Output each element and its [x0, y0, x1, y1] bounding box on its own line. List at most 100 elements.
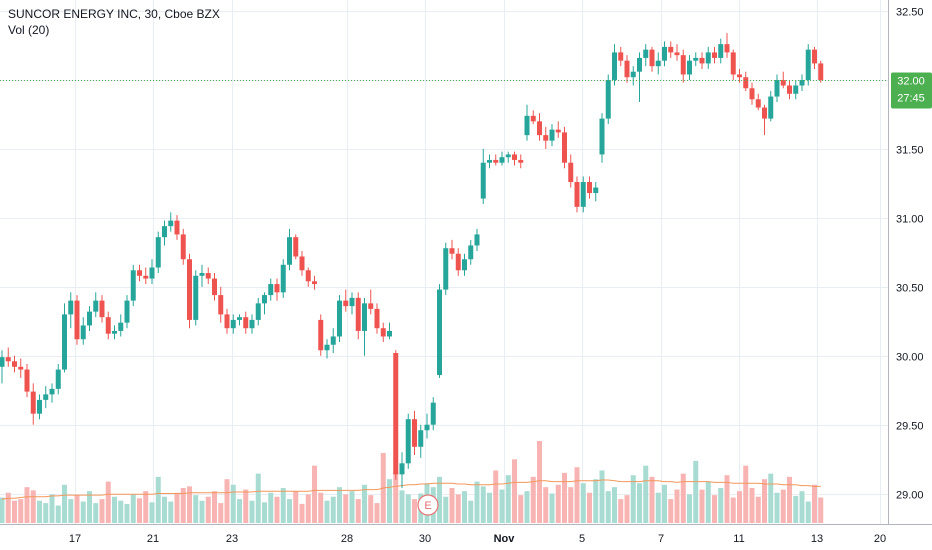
- candle: [124, 295, 130, 329]
- earnings-marker-label[interactable]: E: [424, 500, 431, 512]
- candle: [305, 267, 311, 287]
- candle-body: [362, 303, 367, 331]
- candle-body: [80, 325, 86, 340]
- candle: [187, 253, 192, 329]
- time-tick-label: 13: [811, 533, 823, 545]
- volume-bar: [330, 496, 336, 523]
- candle: [530, 110, 536, 125]
- volume-bar: [799, 491, 805, 523]
- candle: [318, 314, 324, 356]
- candle-body: [674, 52, 680, 56]
- candle-body: [812, 49, 817, 64]
- candle: [5, 347, 11, 367]
- volume-bar: [443, 496, 449, 523]
- candle-body: [187, 259, 192, 320]
- candle: [12, 355, 17, 373]
- candle-body: [430, 402, 436, 425]
- volume-bar: [749, 487, 755, 523]
- candle-body: [774, 79, 780, 97]
- volume-bar: [618, 499, 624, 523]
- volume-bar: [55, 505, 61, 523]
- volume-bar: [530, 476, 536, 523]
- candle-body: [230, 319, 236, 329]
- candle: [224, 308, 230, 334]
- volume-bar: [599, 470, 605, 523]
- volume-indicator-title[interactable]: Vol (20): [8, 23, 50, 37]
- volume-bar: [174, 492, 180, 523]
- volume-bar: [718, 487, 724, 523]
- candle-body: [380, 328, 386, 337]
- candle: [287, 228, 292, 271]
- volume-bar: [674, 489, 680, 523]
- candle: [643, 44, 649, 67]
- candle: [668, 41, 674, 58]
- candle: [55, 364, 61, 395]
- volume-bar: [687, 494, 692, 523]
- candle: [0, 350, 5, 384]
- candle-body: [18, 366, 24, 370]
- candle: [687, 55, 692, 80]
- candle: [174, 215, 180, 240]
- candle: [443, 242, 449, 296]
- candle: [455, 248, 461, 276]
- candle: [205, 267, 211, 285]
- volume-moving-average-line: [1, 479, 821, 500]
- candle: [462, 253, 467, 276]
- candle: [674, 44, 680, 61]
- candle: [368, 289, 374, 315]
- candle: [43, 386, 49, 409]
- candle-body: [124, 300, 130, 323]
- candle-body: [130, 270, 136, 301]
- candle-body: [762, 107, 767, 119]
- candle-body: [412, 419, 417, 447]
- volume-bar: [43, 503, 49, 523]
- candle-body: [0, 357, 5, 367]
- candle: [468, 239, 474, 265]
- candle: [618, 46, 624, 67]
- candle: [30, 383, 36, 425]
- price-tick-label: 29.00: [896, 490, 924, 502]
- candle-body: [149, 267, 155, 279]
- volume-bar: [737, 491, 742, 523]
- candle-body: [480, 162, 486, 199]
- candle: [143, 267, 149, 285]
- candle-body: [368, 303, 374, 309]
- candle: [424, 413, 430, 439]
- candle-body: [449, 248, 455, 254]
- volume-bar: [524, 491, 530, 523]
- candle: [474, 228, 480, 251]
- candle: [599, 113, 605, 163]
- candle: [693, 52, 699, 67]
- candle: [793, 79, 799, 100]
- candle-body: [118, 322, 124, 331]
- volume-bar: [437, 476, 442, 523]
- volume-bar: [318, 492, 324, 523]
- volume-bar: [512, 459, 517, 523]
- time-tick-label: 5: [579, 533, 585, 545]
- candle-body: [737, 74, 742, 78]
- candle: [49, 383, 55, 403]
- volume-bar: [180, 487, 186, 523]
- symbol-title[interactable]: SUNCOR ENERGY INC, 30, Cboe BZX: [8, 7, 220, 21]
- candle-body: [718, 44, 724, 58]
- volume-bar: [37, 500, 42, 523]
- time-axis[interactable]: 17 21 23 28 30 Nov 5 7 11 13 20: [69, 533, 886, 545]
- candle: [743, 71, 749, 92]
- candle: [805, 44, 811, 86]
- volume-bar: [62, 484, 67, 523]
- earnings-marker-circle[interactable]: [417, 494, 439, 516]
- candle: [593, 182, 599, 202]
- volume-bar: [587, 492, 592, 523]
- volume-bar: [155, 476, 161, 523]
- volume-bar: [230, 484, 236, 523]
- candle: [312, 275, 317, 290]
- candle-body: [112, 330, 117, 334]
- earnings-marker[interactable]: E: [417, 494, 439, 516]
- candle-body: [37, 399, 42, 414]
- candle-body: [299, 256, 305, 271]
- candle: [799, 74, 805, 92]
- candle-body: [387, 330, 392, 337]
- candle: [62, 303, 67, 373]
- volume-bar: [605, 491, 611, 523]
